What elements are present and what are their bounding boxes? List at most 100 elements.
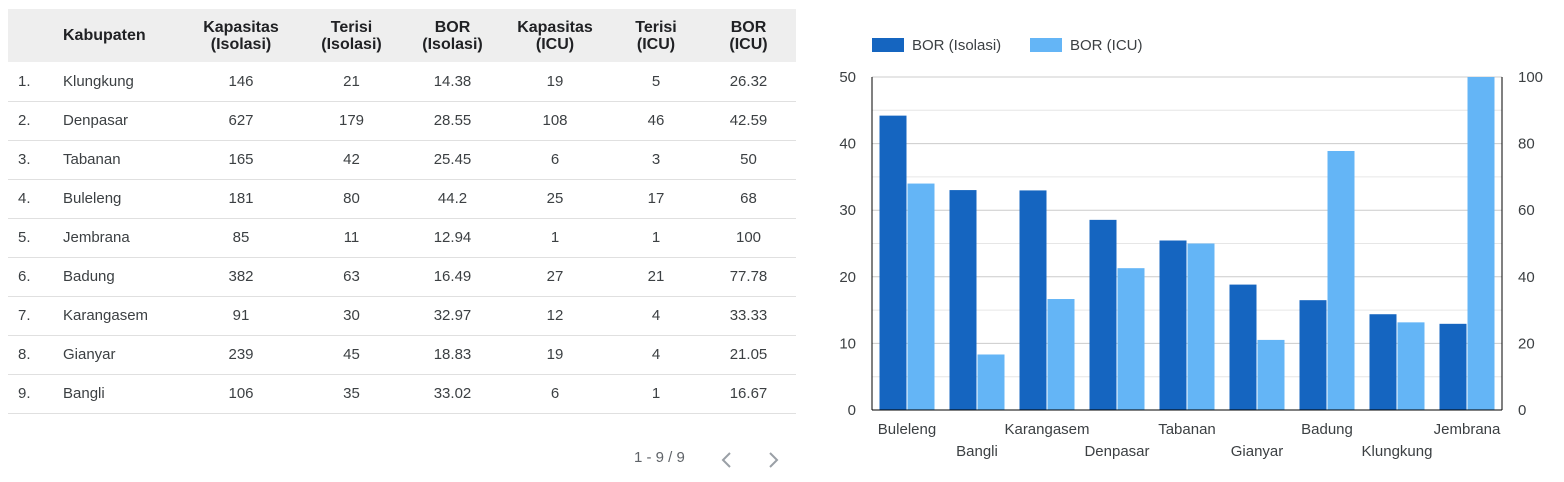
previous-page-button[interactable] (712, 445, 740, 475)
bar-bor-isolasi[interactable] (1439, 323, 1467, 410)
row-index-cell: 5. (18, 229, 31, 246)
header-sublabel: (Isolasi) (210, 35, 272, 53)
row-kapasitas-icu-cell: 19 (546, 72, 564, 90)
x-category-label: Bangli (956, 443, 998, 460)
x-category-label: Badung (1301, 421, 1353, 438)
table-row[interactable]: 9. Bangli 106 35 33.02 6 1 16.67 (8, 374, 796, 413)
row-kapasitas-isolasi-cell: 627 (228, 112, 254, 129)
row-kapasitas-isolasi-cell: 165 (228, 151, 254, 168)
bar-chart: 0 10 20 30 40 50 0 20 40 60 80 100 Buleleng Bangli Kar… (839, 69, 1543, 460)
header-label: BOR (730, 18, 767, 36)
legend-label-icu[interactable]: BOR (ICU) (1070, 37, 1143, 54)
bar-bor-isolasi[interactable] (1159, 240, 1187, 410)
bar-bor-icu[interactable] (907, 183, 935, 410)
table-row[interactable]: 2. Denpasar 627 179 28.55 108 46 42.59 (8, 101, 796, 140)
x-category-label: Gianyar (1231, 443, 1284, 460)
header-bor-isolasi[interactable]: BOR (Isolasi) (406, 9, 499, 62)
row-kapasitas-icu-cell: 6 (550, 385, 560, 402)
header-label: Kabupaten (63, 27, 146, 44)
row-kapasitas-icu-cell: 1 (550, 229, 560, 246)
bar-bor-isolasi[interactable] (1229, 284, 1257, 410)
header-kapasitas-icu[interactable]: Kapasitas (ICU) (499, 9, 611, 62)
bar-bor-icu[interactable] (1327, 150, 1355, 410)
row-kapasitas-isolasi-cell: 382 (228, 268, 254, 285)
header-kabupaten[interactable]: Kabupaten (55, 9, 185, 62)
x-category-label: Klungkung (1362, 443, 1433, 460)
bar-bor-icu[interactable] (1047, 299, 1075, 410)
row-terisi-isolasi-cell: 35 (343, 385, 360, 402)
row-kapasitas-isolasi-cell: 85 (232, 229, 250, 246)
y-left-tick-label: 30 (839, 202, 856, 219)
y-left-tick-label: 40 (839, 136, 856, 153)
table-row[interactable]: 4. Buleleng 181 80 44.2 25 17 68 (8, 179, 796, 218)
x-category-label: Denpasar (1084, 443, 1149, 460)
row-kapasitas-icu-cell: 12 (546, 307, 564, 324)
row-terisi-icu-cell: 4 (651, 307, 661, 324)
header-sublabel: (Isolasi) (422, 35, 483, 53)
row-kabupaten-cell: Badung (63, 268, 115, 285)
row-kapasitas-isolasi-cell: 91 (232, 307, 250, 324)
data-table-panel: Kabupaten Kapasitas (Isolasi) Terisi (Isol… (8, 9, 796, 414)
table-row[interactable]: 6. Badung 382 63 16.49 27 21 77.78 (8, 257, 796, 296)
row-bor-icu-cell: 42.59 (729, 112, 768, 129)
row-terisi-isolasi-cell: 179 (338, 112, 365, 129)
row-terisi-icu-cell: 46 (647, 112, 665, 129)
header-index[interactable] (8, 9, 55, 62)
row-kapasitas-isolasi-cell: 239 (228, 346, 254, 363)
header-kapasitas-isolasi[interactable]: Kapasitas (Isolasi) (185, 9, 297, 62)
table-row[interactable]: 5. Jembrana 85 11 12.94 1 1 100 (8, 218, 796, 257)
header-label: BOR (434, 18, 471, 36)
row-bor-icu-cell: 21.05 (729, 346, 768, 363)
table-row[interactable]: 3. Tabanan 165 42 25.45 6 3 50 (8, 140, 796, 179)
bar-bor-isolasi[interactable] (949, 190, 977, 410)
row-bor-icu-cell: 77.78 (729, 268, 768, 285)
y-right-tick-label: 0 (1518, 402, 1526, 419)
bar-bor-icu[interactable] (977, 354, 1005, 410)
header-sublabel: (ICU) (729, 35, 768, 53)
bar-bor-isolasi[interactable] (1019, 190, 1047, 410)
row-bor-isolasi-cell: 12.94 (433, 229, 472, 246)
row-terisi-isolasi-cell: 45 (343, 346, 360, 363)
pagination: 1 - 9 / 9 (626, 441, 796, 477)
next-page-button[interactable] (760, 445, 788, 475)
row-kabupaten-cell: Jembrana (63, 229, 130, 246)
row-index-cell: 2. (18, 112, 31, 129)
bar-bor-isolasi[interactable] (1299, 300, 1327, 410)
table-row[interactable]: 1. Klungkung 146 21 14.38 19 5 26.32 (8, 62, 796, 101)
bar-bor-icu[interactable] (1257, 339, 1285, 410)
row-kabupaten-cell: Klungkung (63, 72, 134, 90)
bar-bor-icu[interactable] (1467, 77, 1495, 410)
row-index-cell: 7. (18, 307, 31, 324)
row-bor-icu-cell: 16.67 (729, 385, 768, 402)
row-kabupaten-cell: Gianyar (63, 346, 116, 363)
row-bor-icu-cell: 26.32 (729, 72, 768, 90)
row-terisi-isolasi-cell: 42 (343, 151, 360, 168)
table-row[interactable]: 7. Karangasem 91 30 32.97 12 4 33.33 (8, 296, 796, 335)
bar-bor-isolasi[interactable] (1089, 219, 1117, 410)
row-terisi-icu-cell: 4 (651, 346, 661, 363)
row-kapasitas-icu-cell: 6 (550, 151, 560, 168)
x-category-label: Jembrana (1434, 421, 1501, 438)
row-terisi-icu-cell: 1 (651, 385, 661, 402)
row-kabupaten-cell: Karangasem (63, 307, 149, 324)
header-terisi-icu[interactable]: Terisi (ICU) (611, 9, 701, 62)
row-terisi-icu-cell: 17 (647, 190, 665, 207)
row-kabupaten-cell: Tabanan (63, 151, 121, 168)
row-bor-isolasi-cell: 32.97 (433, 307, 472, 324)
legend-label-isolasi[interactable]: BOR (Isolasi) (912, 37, 1002, 54)
bar-bor-icu[interactable] (1397, 322, 1425, 410)
header-terisi-isolasi[interactable]: Terisi (Isolasi) (297, 9, 406, 62)
row-kapasitas-isolasi-cell: 106 (228, 385, 254, 402)
row-terisi-isolasi-cell: 11 (343, 229, 360, 246)
bar-bor-icu[interactable] (1117, 268, 1145, 410)
row-terisi-isolasi-cell: 80 (343, 190, 360, 207)
bar-bor-isolasi[interactable] (879, 115, 907, 411)
y-left-tick-label: 50 (839, 69, 856, 86)
row-index-cell: 3. (18, 151, 31, 168)
bar-bor-icu[interactable] (1187, 243, 1215, 411)
table-row[interactable]: 8. Gianyar 239 45 18.83 19 4 21.05 (8, 335, 796, 374)
header-bor-icu[interactable]: BOR (ICU) (701, 9, 796, 62)
header-label: Kapasitas (203, 18, 279, 36)
bar-bor-isolasi[interactable] (1369, 314, 1397, 410)
row-kapasitas-icu-cell: 25 (546, 190, 564, 207)
